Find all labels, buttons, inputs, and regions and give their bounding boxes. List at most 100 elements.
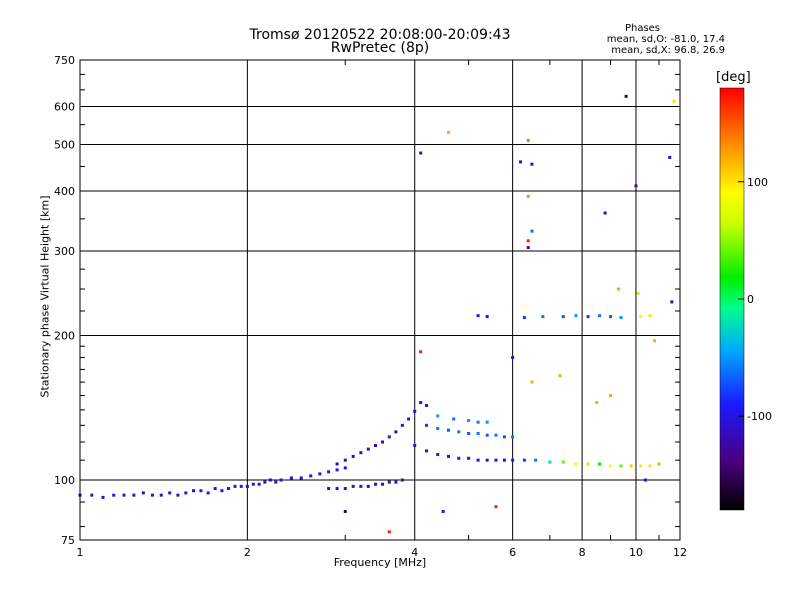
data-point: [159, 493, 163, 497]
data-point: [289, 476, 293, 480]
data-point: [548, 460, 552, 464]
colorbar-tick-label: -100: [747, 410, 772, 423]
data-point: [141, 491, 145, 495]
x-tick-label: 8: [579, 546, 586, 559]
data-point: [413, 409, 417, 413]
data-point: [672, 99, 676, 103]
colorbar-tick-label: 100: [747, 176, 768, 189]
data-point: [530, 162, 534, 166]
data-point: [530, 229, 534, 233]
data-point: [586, 462, 590, 466]
data-point: [274, 480, 278, 484]
y-tick-label: 600: [54, 101, 75, 114]
data-point: [436, 414, 440, 418]
data-point: [335, 487, 339, 491]
data-point: [441, 509, 445, 513]
x-axis-label: Frequency [MHz]: [333, 556, 427, 569]
data-point: [413, 444, 417, 448]
data-point: [494, 433, 498, 437]
phases-x-mode: mean, sd,X: 96.8, 26.9: [611, 45, 725, 56]
y-tick-label: 75: [61, 534, 75, 547]
phases-o-mode: mean, sd,O: -81.0, 17.4: [606, 34, 725, 45]
data-point: [263, 480, 267, 484]
data-point: [419, 401, 423, 405]
y-tick-label: 400: [54, 185, 75, 198]
y-axis-ticks: 75 100 200 300 400 500 600 750: [54, 54, 680, 547]
data-point: [351, 454, 355, 458]
data-point: [132, 493, 136, 497]
data-point: [476, 432, 480, 436]
data-point: [436, 453, 440, 457]
colorbar-tick-label: 0: [747, 293, 754, 306]
y-tick-label: 300: [54, 245, 75, 258]
data-point: [522, 316, 526, 320]
data-point: [446, 454, 450, 458]
y-tick-label: 200: [54, 330, 75, 343]
data-point: [425, 449, 429, 453]
data-point: [268, 478, 272, 482]
data-point: [598, 314, 602, 318]
data-point: [639, 315, 643, 319]
data-point: [299, 476, 303, 480]
data-point: [511, 458, 515, 462]
data-point: [446, 428, 450, 432]
data-point: [476, 420, 480, 424]
data-point: [485, 420, 489, 424]
x-tick-label: 1: [77, 546, 84, 559]
data-point: [526, 239, 530, 243]
data-point: [636, 291, 640, 295]
data-point: [359, 451, 363, 455]
chart-subtitle: RwPretec (8p): [330, 40, 430, 56]
phases-legend: Phases mean, sd,O: -81.0, 17.4 mean, sd,…: [560, 23, 725, 56]
data-point: [220, 489, 224, 493]
data-point: [609, 464, 613, 468]
data-point: [239, 484, 243, 488]
y-tick-label: 100: [54, 474, 75, 487]
data-point: [343, 458, 347, 462]
data-point: [526, 246, 530, 250]
data-point: [184, 491, 188, 495]
data-point: [629, 464, 633, 468]
data-point: [112, 493, 116, 497]
data-point: [373, 444, 377, 448]
x-axis-ticks: 1 2 4 6 8 10 12: [77, 60, 687, 559]
data-point: [624, 94, 628, 98]
data-point: [425, 423, 429, 427]
data-point: [526, 194, 530, 198]
data-point: [343, 487, 347, 491]
data-point: [387, 530, 391, 534]
data-point: [394, 430, 398, 434]
data-point: [467, 456, 471, 460]
data-point: [335, 468, 339, 472]
data-point: [485, 458, 489, 462]
data-point: [619, 316, 623, 320]
data-point: [457, 456, 461, 460]
data-point: [657, 462, 661, 466]
data-point: [168, 491, 172, 495]
data-point: [343, 466, 347, 470]
data-point: [425, 403, 429, 407]
data-point: [318, 472, 322, 476]
data-point: [387, 435, 391, 439]
data-point: [561, 460, 565, 464]
x-tick-label: 6: [509, 546, 516, 559]
y-axis-label: Stationary phase Virtual Height [km]: [38, 195, 52, 398]
data-point: [648, 314, 652, 318]
data-point: [380, 482, 384, 486]
data-point: [494, 505, 498, 509]
data-point: [452, 417, 456, 421]
data-point: [670, 300, 674, 304]
data-point: [457, 430, 461, 434]
x-tick-label: 2: [244, 546, 251, 559]
data-point: [639, 464, 643, 468]
data-point: [511, 435, 515, 439]
data-point: [191, 489, 195, 493]
colorbar-unit-label: [deg]: [716, 70, 751, 85]
data-point: [366, 447, 370, 451]
chart-title: Tromsø 20120522 20:08:00-20:09:43: [249, 27, 511, 43]
data-point: [619, 464, 623, 468]
data-point: [251, 482, 255, 486]
data-point: [586, 315, 590, 319]
data-point: [574, 462, 578, 466]
